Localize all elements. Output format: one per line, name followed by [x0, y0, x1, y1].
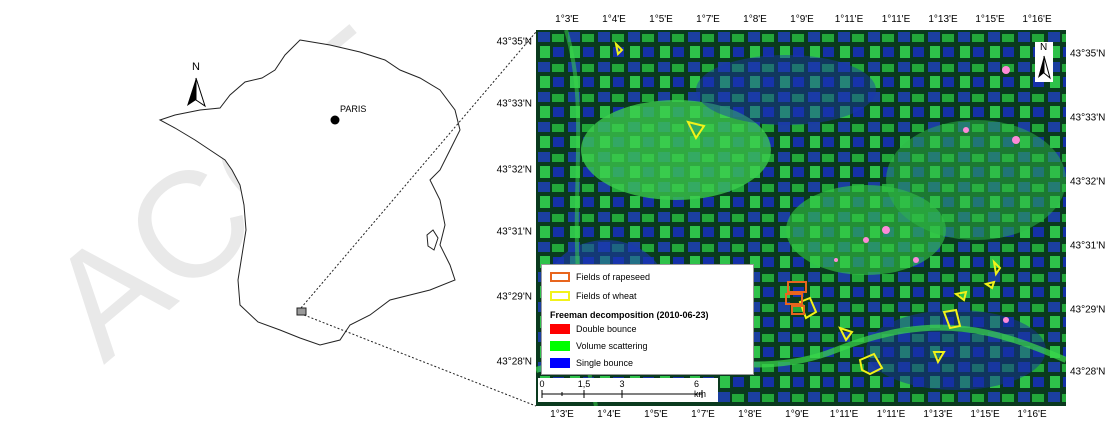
legend-label: Single bounce	[576, 358, 634, 368]
right-tick: 43°28'N	[1070, 366, 1106, 378]
left-tick: 43°28'N	[496, 356, 532, 368]
map-legend: Fields of rapeseed Fields of wheat Freem…	[541, 264, 754, 375]
bottom-tick: 1°11'E	[876, 409, 906, 420]
top-tick: 1°8'E	[743, 14, 767, 25]
bottom-tick: 1°11'E	[829, 409, 859, 420]
bottom-tick: 1°9'E	[785, 409, 809, 420]
legend-item-wheat: Fields of wheat	[550, 290, 637, 302]
bottom-tick: 1°4'E	[597, 409, 621, 420]
scale-bar-graphic	[541, 390, 703, 398]
legend-item-double-bounce: Double bounce	[550, 323, 637, 335]
bottom-tick: 1°16'E	[1017, 409, 1047, 420]
single-bounce-swatch	[550, 358, 570, 368]
left-tick: 43°32'N	[496, 164, 532, 176]
bottom-tick: 1°13'E	[923, 409, 953, 420]
top-tick: 1°15'E	[975, 14, 1005, 25]
top-tick: 1°16'E	[1022, 14, 1052, 25]
top-tick: 1°3'E	[555, 14, 579, 25]
legend-label: Volume scattering	[576, 341, 648, 351]
scale-label: 3	[619, 379, 625, 389]
double-bounce-swatch	[550, 324, 570, 334]
right-tick: 43°31'N	[1070, 240, 1106, 252]
legend-label: Fields of wheat	[576, 291, 637, 301]
legend-label: Fields of rapeseed	[576, 272, 651, 282]
scale-label: 1,5	[577, 379, 591, 389]
right-tick: 43°35'N	[1070, 48, 1106, 60]
right-tick: 43°33'N	[1070, 112, 1106, 124]
overview-map: N PARIS	[0, 0, 540, 421]
study-area-box	[296, 307, 307, 316]
legend-item-rapeseed: Fields of rapeseed	[550, 271, 650, 283]
top-tick: 1°13'E	[928, 14, 958, 25]
bottom-tick: 1°15'E	[970, 409, 1000, 420]
legend-label: Double bounce	[576, 324, 637, 334]
top-tick: 1°4'E	[602, 14, 626, 25]
bottom-tick: 1°7'E	[691, 409, 715, 420]
legend-item-single-bounce: Single bounce	[550, 357, 633, 369]
right-tick: 43°29'N	[1070, 304, 1106, 316]
bottom-tick: 1°3'E	[550, 409, 574, 420]
top-tick: 1°7'E	[696, 14, 720, 25]
legend-item-volume: Volume scattering	[550, 340, 648, 352]
satellite-north-label: N	[1040, 42, 1048, 53]
legend-title: Freeman decomposition (2010-06-23)	[550, 310, 709, 320]
left-tick: 43°31'N	[496, 226, 532, 238]
right-tick: 43°32'N	[1070, 176, 1106, 188]
bottom-tick: 1°5'E	[644, 409, 668, 420]
left-tick: 43°33'N	[496, 98, 532, 110]
paris-label: PARIS	[340, 104, 367, 114]
top-tick: 1°11'E	[834, 14, 864, 25]
top-tick: 1°11'E	[881, 14, 911, 25]
overview-north-arrow	[187, 77, 206, 108]
paris-dot	[330, 115, 340, 125]
scale-bar: 0 1,5 3 6 km	[538, 378, 718, 402]
top-tick: 1°5'E	[649, 14, 673, 25]
satellite-north-arrow	[1035, 42, 1053, 82]
left-tick: 43°35'N	[496, 36, 532, 48]
left-tick: 43°29'N	[496, 291, 532, 303]
freeman-rgb-image	[536, 30, 1066, 406]
scale-label: 0	[539, 379, 545, 389]
top-tick: 1°9'E	[790, 14, 814, 25]
bottom-tick: 1°8'E	[738, 409, 762, 420]
volume-swatch	[550, 341, 570, 351]
france-outline	[158, 31, 537, 407]
rapeseed-swatch	[550, 272, 570, 282]
overview-north-label: N	[192, 61, 200, 73]
wheat-swatch	[550, 291, 570, 301]
